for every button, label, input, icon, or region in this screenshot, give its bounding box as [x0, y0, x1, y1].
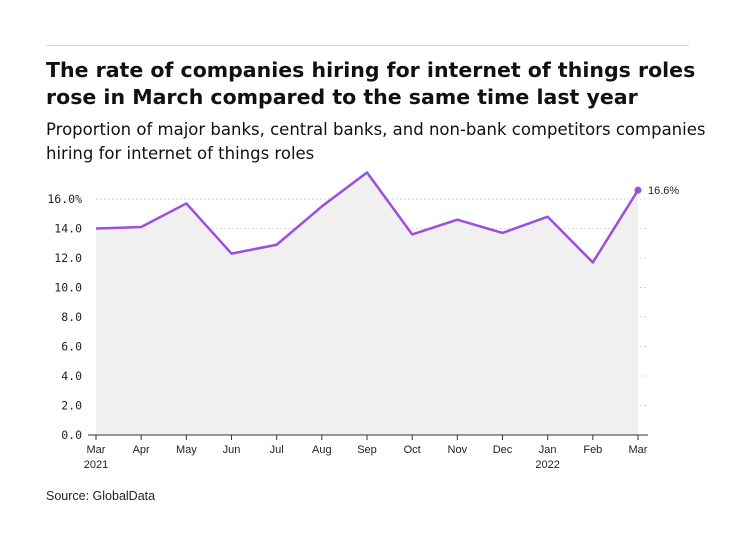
x-tick-label: Mar — [629, 444, 648, 456]
last-point-marker — [634, 186, 642, 194]
chart-subtitle: Proportion of major banks, central banks… — [46, 120, 706, 163]
data-point — [366, 171, 368, 173]
x-tick-label: Dec — [493, 444, 513, 456]
x-tick-label: Sep — [357, 444, 377, 456]
x-tick-label: May — [176, 444, 197, 456]
y-tick-label: 4.0 — [61, 369, 82, 383]
data-markers: 16.6% — [95, 171, 679, 263]
x-tick-label: Oct — [404, 444, 421, 456]
x-tick-label: Mar — [87, 444, 106, 456]
y-tick-label: 0.0 — [61, 428, 82, 442]
data-point — [185, 202, 187, 204]
area-fill — [96, 172, 638, 435]
y-tick-label: 10.0 — [54, 281, 82, 295]
data-point — [411, 233, 413, 235]
y-tick-label: 2.0 — [61, 399, 82, 413]
x-tick-label: Jan — [539, 444, 557, 456]
line-chart: 0.0 2.0 4.0 6.0 8.0 10.0 12.0 14.0 16.0% Mar 2021… — [47, 171, 679, 471]
y-tick-label: 8.0 — [61, 310, 82, 324]
x-year-label: 2022 — [535, 459, 559, 471]
series-line — [95, 171, 640, 264]
x-tick-label: Feb — [583, 444, 602, 456]
x-tick-label: Apr — [133, 444, 150, 456]
data-point — [140, 226, 142, 228]
data-point — [321, 205, 323, 207]
data-point — [501, 232, 503, 234]
x-tick-label: Aug — [312, 444, 332, 456]
data-point — [456, 218, 458, 220]
y-axis-ticks: 0.0 2.0 4.0 6.0 8.0 10.0 12.0 14.0 16.0% — [47, 192, 82, 442]
y-tick-label: 14.0 — [54, 222, 82, 236]
y-tick-label: 6.0 — [61, 340, 82, 354]
source-note: Source: GlobalData — [46, 489, 156, 503]
y-tick-label: 16.0% — [47, 192, 82, 206]
x-tick-label: Nov — [448, 444, 468, 456]
data-point — [230, 252, 232, 254]
x-axis-ticks: Mar 2021 Apr May Jun Jul Aug Sep Oct Nov Dec Jan 202… — [84, 435, 648, 471]
x-year-label: 2021 — [84, 459, 108, 471]
data-point — [275, 244, 277, 246]
data-point — [95, 227, 97, 229]
x-tick-label: Jul — [270, 444, 284, 456]
data-point — [546, 216, 548, 218]
chart-title: The rate of companies hiring for interne… — [46, 58, 696, 109]
data-point — [592, 261, 594, 263]
last-value-label: 16.6% — [648, 185, 679, 197]
y-tick-label: 12.0 — [54, 251, 82, 265]
top-rule — [46, 45, 689, 46]
x-tick-label: Jun — [223, 444, 241, 456]
